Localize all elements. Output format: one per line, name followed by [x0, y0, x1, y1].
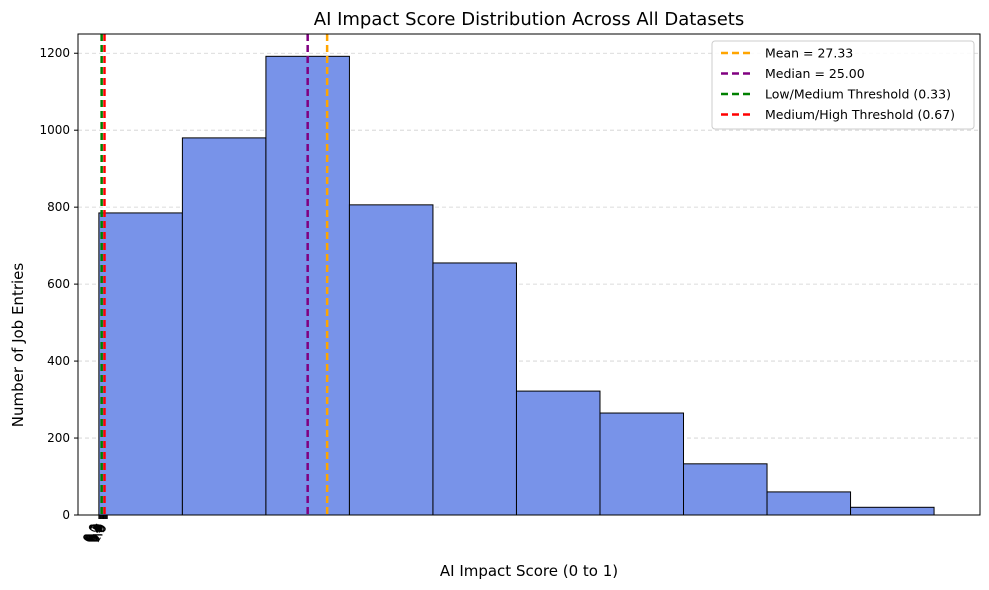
y-tick-label: 200	[47, 431, 70, 445]
histogram-bars	[98, 55, 935, 516]
plot-frame	[77, 33, 981, 516]
chart-title: AI Impact Score Distribution Across All …	[314, 9, 744, 30]
legend: Mean = 27.33 Median = 25.00 Low/Medium Thr…	[711, 40, 975, 130]
histogram-bar-8	[683, 463, 768, 516]
legend-label-1: Mean = 27.33	[765, 46, 853, 61]
histogram-bar-4	[348, 204, 434, 516]
y-tick-label: 1000	[39, 123, 70, 137]
histogram-bar-7	[599, 412, 685, 516]
axes: 0200400600800100012000.00.10.20.30.40.50…	[39, 33, 981, 545]
histogram-bar-10	[850, 506, 935, 516]
legend-label-3: Low/Medium Threshold (0.33)	[765, 87, 951, 102]
reference-lines	[100, 34, 329, 515]
legend-label-4: Medium/High Threshold (0.67)	[765, 107, 955, 122]
histogram-bar-3	[265, 55, 350, 516]
histogram-bar-2	[181, 137, 267, 516]
y-tick-label: 800	[47, 200, 70, 214]
histogram-bar-9	[766, 491, 852, 516]
y-tick-label: 600	[47, 277, 70, 291]
y-tick-label: 400	[47, 354, 70, 368]
histogram-bar-5	[432, 262, 517, 516]
histogram-bar-1	[98, 212, 183, 516]
x-axis-label: AI Impact Score (0 to 1)	[440, 562, 618, 580]
y-axis-label: Number of Job Entries	[9, 263, 27, 428]
histogram-bar-6	[515, 390, 601, 516]
legend-label-2: Median = 25.00	[765, 66, 865, 81]
y-tick-label: 1200	[39, 46, 70, 60]
y-tick-label: 0	[62, 508, 70, 522]
legend-box	[711, 40, 975, 130]
